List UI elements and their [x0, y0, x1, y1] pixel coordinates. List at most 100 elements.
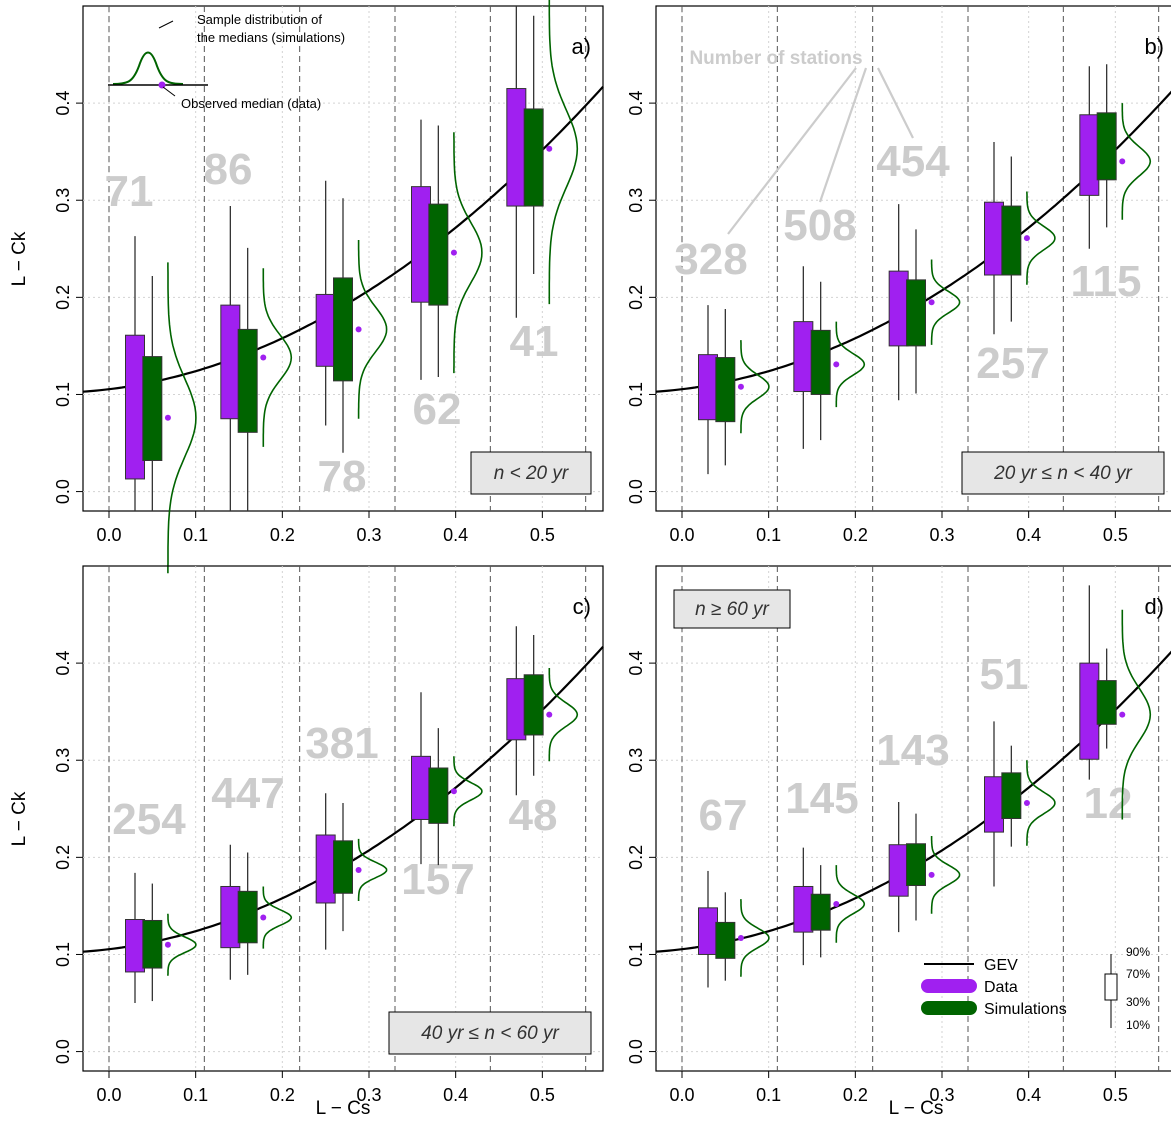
y-tick-label: 0.4 [53, 651, 73, 676]
y-tick-label: 0.2 [626, 285, 646, 310]
observed-median-marker [450, 788, 457, 795]
legend-q90: 90% [1126, 945, 1150, 959]
observed-median-marker [164, 414, 171, 421]
y-tick-label: 0.0 [53, 479, 73, 504]
x-tick-label: 0.5 [530, 1085, 555, 1105]
station-count-label: 447 [211, 769, 284, 818]
y-tick-label: 0.0 [626, 479, 646, 504]
median-distribution-curve [835, 321, 866, 408]
x-tick-label: 0.3 [929, 1085, 954, 1105]
y-tick-label: 0.2 [626, 845, 646, 870]
observed-median-marker [260, 354, 267, 361]
x-tick-label: 0.4 [1016, 525, 1041, 545]
data-box [411, 755, 431, 820]
legend-gev-label: GEV [984, 957, 1018, 974]
y-tick-label: 0.2 [53, 285, 73, 310]
sim-box [142, 356, 163, 462]
median-distribution-curve [1121, 103, 1152, 220]
sim-box [906, 843, 926, 887]
observed-median-marker [833, 900, 840, 907]
condition-box: n ≥ 60 yr [673, 589, 791, 629]
condition-label: n < 20 yr [494, 463, 569, 484]
data-box [888, 844, 909, 897]
condition-box: n < 20 yr [470, 451, 592, 495]
stations-annotation: Number of stations [689, 48, 914, 235]
median-distribution-curve [357, 240, 388, 419]
median-distribution-curve [740, 340, 770, 434]
data-box [506, 678, 527, 741]
x-tick-label: 0.0 [96, 525, 121, 545]
station-count-label: 508 [783, 201, 856, 250]
x-tick-label: 0.5 [1103, 1085, 1128, 1105]
inset-label-bottom: the medians (simulations) [197, 30, 345, 45]
data-box [793, 321, 814, 393]
y-tick-label: 0.0 [626, 1039, 646, 1064]
panel-label: d) [1144, 594, 1164, 619]
observed-median-marker [1119, 711, 1126, 718]
observed-median-marker [737, 934, 744, 941]
stations-title: Number of stations [689, 48, 862, 69]
data-box [984, 201, 1004, 276]
sim-box [1096, 112, 1117, 181]
observed-median-marker [355, 866, 362, 873]
y-tick-label: 0.1 [53, 942, 73, 967]
y-tick-label: 0.4 [626, 91, 646, 116]
median-distribution-curve [262, 886, 293, 949]
observed-median-marker [355, 326, 362, 333]
inset-pointer-top [158, 20, 174, 29]
median-distribution-curve [1121, 609, 1152, 820]
legend: GEV Data Simulations 90% 70% 30% 10% [921, 945, 1150, 1032]
sim-box [1001, 205, 1022, 276]
observed-median-marker [833, 361, 840, 368]
median-distribution-curve [548, 668, 579, 762]
y-tick-label: 0.3 [626, 748, 646, 773]
sim-box [906, 279, 926, 347]
x-tick-label: 0.2 [270, 1085, 295, 1105]
x-tick-label: 0.1 [183, 1085, 208, 1105]
median-distribution-curve [167, 913, 197, 976]
x-tick-label: 0.5 [1103, 525, 1128, 545]
x-tick-label: 0.2 [270, 525, 295, 545]
sim-box [810, 329, 831, 395]
condition-label: 40 yr ≤ n < 60 yr [421, 1023, 559, 1044]
x-axis-title: L − Cs [316, 1098, 371, 1119]
x-tick-label: 0.4 [443, 525, 468, 545]
data-box [1079, 662, 1100, 760]
plot-frame [82, 5, 604, 512]
station-count-label: 254 [112, 795, 186, 844]
observed-median-marker [450, 249, 457, 256]
x-tick-label: 0.1 [183, 525, 208, 545]
condition-box: 20 yr ≤ n < 40 yr [961, 451, 1165, 495]
legend-q70: 70% [1126, 967, 1150, 981]
x-tick-label: 0.0 [96, 1085, 121, 1105]
x-tick-label: 0.3 [929, 525, 954, 545]
sim-box [333, 277, 353, 382]
observed-median-marker [928, 871, 935, 878]
sim-box [237, 890, 258, 944]
station-count-label: 145 [785, 774, 858, 823]
station-count-label: 454 [876, 137, 950, 186]
legend-data-label: Data [984, 979, 1018, 996]
data-box [315, 293, 336, 367]
x-tick-label: 0.5 [530, 525, 555, 545]
y-tick-label: 0.3 [53, 748, 73, 773]
observed-median-marker [164, 941, 171, 948]
station-count-label: 71 [105, 167, 154, 216]
y-tick-label: 0.3 [626, 188, 646, 213]
panel-label: b) [1144, 34, 1164, 59]
plot-frame [82, 565, 604, 1072]
x-tick-label: 0.2 [843, 1085, 868, 1105]
station-count-label: 41 [510, 317, 559, 366]
median-distribution-inset: Sample distribution of the medians (simu… [108, 12, 345, 111]
legend-q30: 30% [1126, 995, 1150, 1009]
median-distribution-curve [740, 899, 770, 977]
y-axis-title: L − Ck [9, 791, 30, 846]
data-box [698, 354, 718, 421]
data-box [1079, 114, 1100, 196]
station-count-label: 257 [976, 339, 1049, 388]
median-distribution-curve [453, 756, 483, 827]
y-tick-label: 0.3 [53, 188, 73, 213]
condition-label: n ≥ 60 yr [695, 599, 769, 620]
observed-median-marker [1023, 235, 1030, 242]
